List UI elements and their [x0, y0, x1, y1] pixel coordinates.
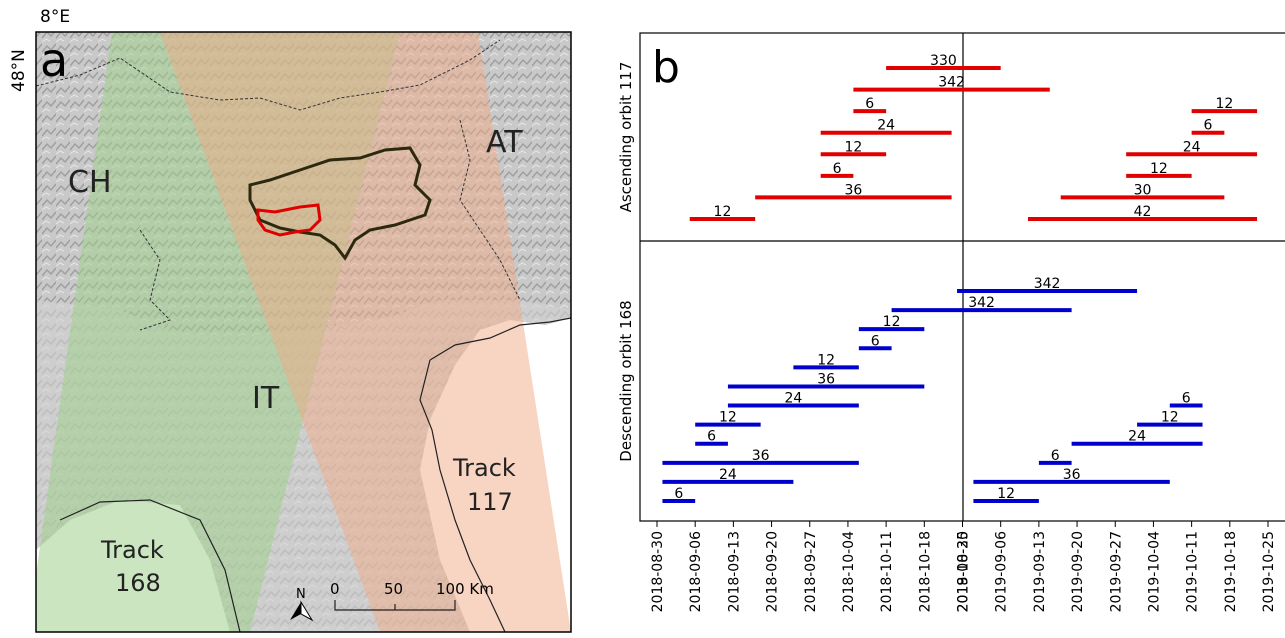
interferogram-label: 24 — [784, 391, 802, 407]
interferogram-label: 12 — [1150, 161, 1168, 177]
interferogram-label: 342 — [938, 75, 965, 91]
region-outline — [248, 146, 432, 261]
x-tick-label: 2018-10-11 — [879, 531, 895, 612]
x-tick-label: 2018-09-27 — [803, 531, 819, 612]
map-panel: 8°E 48°N a CH AT IT Track 117 Track 168 — [0, 0, 580, 634]
interferogram-label: 36 — [844, 182, 862, 198]
interferogram-label: 24 — [719, 467, 737, 483]
x-tick-label: 2018-09-06 — [688, 531, 704, 612]
coastline-west — [59, 499, 241, 632]
interferogram-label: 12 — [997, 486, 1015, 502]
interferogram-label: 12 — [1215, 96, 1233, 112]
x-tick-label: 2019-08-30 — [956, 531, 972, 612]
x-tick-label: 2019-09-13 — [1032, 531, 1048, 612]
interferogram-label: 6 — [1051, 448, 1060, 464]
chart-panel: b Ascending orbit 117 Descending orbit 1… — [600, 0, 1285, 634]
track-117-label-line1: Track — [452, 454, 516, 482]
x-tick-label: 2018-08-30 — [650, 531, 666, 612]
x-tick-label: 2019-10-25 — [1261, 531, 1277, 612]
coastline-east — [419, 359, 506, 632]
ascending-axis-label: Ascending orbit 117 — [617, 62, 635, 213]
map-frame — [35, 31, 572, 633]
map-svg: 8°E 48°N a CH AT IT Track 117 Track 168 — [9, 7, 572, 633]
interferogram-label: 24 — [1128, 429, 1146, 445]
interferogram-label: 6 — [871, 333, 880, 349]
x-tick-label: 2019-10-18 — [1223, 531, 1239, 612]
longitude-label: 8°E — [40, 7, 70, 27]
interferogram-label: 36 — [752, 448, 770, 464]
interferogram-label: 6 — [833, 161, 842, 177]
interferogram-label: 12 — [714, 204, 732, 220]
interferogram-label: 6 — [1204, 118, 1213, 134]
interferogram-label: 6 — [674, 486, 683, 502]
interferogram-label: 12 — [719, 410, 737, 426]
map-canvas — [36, 32, 571, 632]
panel-letter-b: b — [652, 42, 680, 93]
x-tick-label: 2019-10-11 — [1185, 531, 1201, 612]
x-tick-label: 2018-09-20 — [765, 531, 781, 612]
interferogram-label: 342 — [1034, 276, 1061, 292]
interferogram-label: 12 — [1161, 410, 1179, 426]
track-117-label-line2: 117 — [467, 488, 513, 516]
interferogram-label: 36 — [1063, 467, 1081, 483]
interferogram-label: 30 — [1134, 182, 1152, 198]
north-arrow-label: N — [296, 587, 306, 602]
coastline — [429, 317, 571, 361]
panel-letter-a: a — [40, 33, 68, 87]
x-tick-label: 2018-10-18 — [917, 531, 933, 612]
scale-tick-50: 50 — [384, 580, 403, 598]
descending-axis-label: Descending orbit 168 — [617, 300, 635, 461]
x-tick-label: 2019-10-04 — [1146, 531, 1162, 612]
interferogram-label: 36 — [817, 371, 835, 387]
interferogram-label: 24 — [1183, 139, 1201, 155]
interferogram-label: 12 — [817, 352, 835, 368]
country-label-ch: CH — [68, 165, 112, 200]
interferogram-label: 12 — [844, 139, 862, 155]
x-tick-label: 2019-09-06 — [994, 531, 1010, 612]
national-border-ch — [139, 229, 171, 331]
interferogram-label: 6 — [865, 96, 874, 112]
national-border-at — [459, 119, 521, 301]
interferogram-label: 6 — [707, 429, 716, 445]
national-border-north — [36, 39, 501, 111]
scale-tick-0: 0 — [330, 580, 340, 598]
x-tick-label: 2018-10-04 — [841, 531, 857, 612]
interferogram-label: 6 — [1182, 391, 1191, 407]
x-tick-label: 2018-09-13 — [726, 531, 742, 612]
interferogram-label: 342 — [968, 295, 995, 311]
study-area-outline — [256, 203, 322, 237]
interferogram-label: 12 — [883, 314, 901, 330]
country-label-at: AT — [486, 125, 523, 160]
interferogram-label: 42 — [1134, 204, 1152, 220]
scale-tick-100: 100 Km — [436, 580, 494, 598]
track-168-label-line1: Track — [100, 536, 164, 564]
track-168-label-line2: 168 — [115, 569, 161, 597]
latitude-label: 48°N — [9, 49, 29, 92]
country-label-it: IT — [252, 381, 280, 416]
interferogram-label: 24 — [877, 118, 895, 134]
x-axis: 2018-08-30 2018-09-06 2018-09-13 2018-09-20… — [650, 521, 1277, 612]
x-tick-label: 2019-09-20 — [1070, 531, 1086, 612]
north-arrow-icon: N — [290, 587, 314, 622]
x-tick-label: 2018-10-25 — [956, 531, 972, 612]
timeline-chart: b Ascending orbit 117 Descending orbit 1… — [617, 32, 1285, 612]
scale-bar: 0 50 100 Km — [330, 580, 494, 611]
interferogram-label: 330 — [930, 53, 957, 69]
x-tick-label: 2019-09-27 — [1108, 531, 1124, 612]
